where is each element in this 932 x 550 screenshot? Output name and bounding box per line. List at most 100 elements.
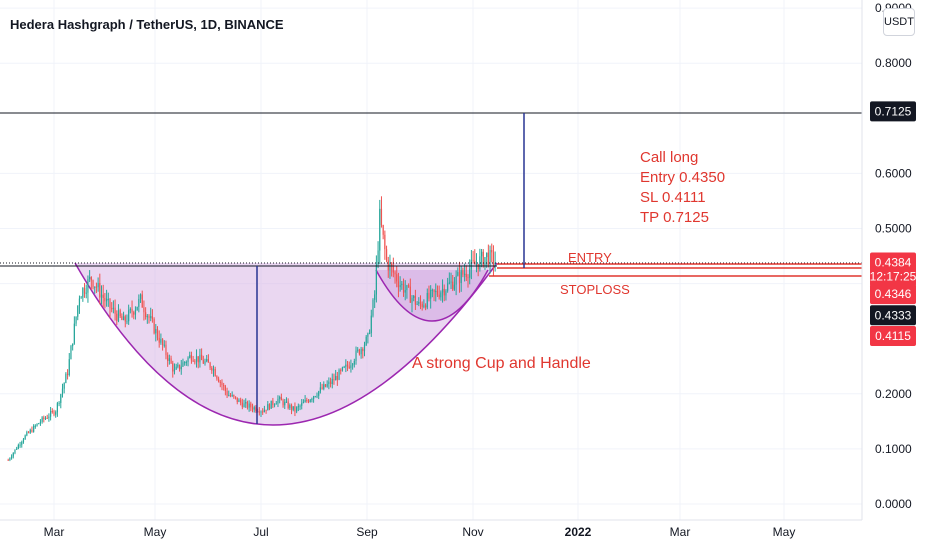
- time-axis[interactable]: Mar May Jul Sep Nov 2022 Mar May: [44, 525, 796, 539]
- candle-body: [489, 250, 491, 265]
- candle-body: [355, 350, 357, 361]
- candle-body: [480, 251, 483, 257]
- candle-body: [168, 358, 170, 361]
- candle-body: [219, 381, 221, 383]
- candle-body: [292, 406, 294, 410]
- candle-body: [80, 297, 82, 299]
- candle-body: [314, 396, 316, 398]
- candle-body: [323, 384, 325, 389]
- candle-body: [201, 354, 203, 361]
- candle-body: [180, 366, 182, 370]
- candle-body: [311, 399, 313, 401]
- candle-body: [122, 316, 125, 320]
- candle-body: [182, 362, 184, 367]
- candle-body: [318, 391, 320, 396]
- y-tick-label: 0.8000: [875, 56, 912, 70]
- candle-body: [338, 370, 340, 380]
- candle-body: [301, 403, 303, 406]
- candle-body: [94, 286, 96, 288]
- candle-body: [105, 298, 108, 302]
- candle-body: [447, 283, 449, 291]
- candle-body: [251, 407, 254, 410]
- candle-body: [384, 234, 386, 250]
- candle-body: [184, 362, 186, 364]
- candle-body: [55, 412, 57, 415]
- candle-body: [246, 402, 249, 408]
- candle-body: [472, 259, 474, 261]
- candle-body: [380, 208, 383, 226]
- candle-body: [236, 397, 238, 402]
- candle-body: [453, 284, 456, 290]
- candle-body: [458, 272, 461, 284]
- candle-body: [307, 400, 310, 402]
- candle-body: [426, 292, 428, 308]
- candle-body: [408, 285, 410, 287]
- candle-body: [267, 404, 269, 411]
- candle-body: [89, 277, 91, 280]
- candle-body: [275, 403, 277, 405]
- candle-body: [469, 268, 471, 278]
- candle-body: [262, 411, 264, 413]
- candle-body: [477, 264, 479, 270]
- price-tag-label: 0.4115: [875, 329, 911, 343]
- candle-body: [491, 250, 493, 253]
- candle-body: [464, 273, 466, 275]
- candle-body: [141, 294, 143, 308]
- candle-body: [117, 310, 120, 321]
- candle-body: [61, 388, 64, 395]
- candle-body: [10, 456, 13, 459]
- candle-body: [406, 285, 408, 291]
- candle-body: [465, 273, 467, 278]
- candle-body: [479, 256, 481, 270]
- candle-body: [336, 376, 338, 380]
- candle-body: [211, 367, 213, 371]
- chart-title: Hedera Hashgraph / TetherUS, 1D, BINANCE: [10, 17, 284, 32]
- candle-body: [95, 286, 98, 288]
- candle-body: [402, 283, 405, 293]
- candle-body: [387, 260, 389, 271]
- candle-body: [228, 395, 230, 397]
- candle-body: [128, 310, 130, 322]
- candle-body: [260, 411, 262, 413]
- candle-body: [100, 294, 103, 298]
- candle-body: [362, 348, 364, 352]
- candle-body: [392, 266, 394, 273]
- candle-body: [340, 370, 342, 372]
- candle-body: [9, 458, 11, 460]
- candle-body: [304, 400, 306, 403]
- candle-body: [231, 395, 233, 397]
- candle-body: [289, 405, 291, 409]
- candle-body: [133, 312, 135, 315]
- candle-body: [17, 444, 19, 449]
- candle-body: [404, 290, 406, 293]
- currency-button[interactable]: USDT: [883, 8, 915, 36]
- price-tag-bg: [870, 266, 916, 287]
- candle-body: [223, 384, 225, 387]
- candle-body: [433, 289, 435, 293]
- candle-body: [131, 308, 133, 313]
- y-tick-label: 0.6000: [875, 166, 912, 180]
- candle-body: [399, 285, 401, 288]
- candle-body: [202, 360, 204, 364]
- candle-body: [233, 395, 235, 397]
- x-tick-label: Nov: [462, 525, 483, 539]
- candle-body: [460, 270, 462, 284]
- candle-body: [258, 411, 260, 413]
- candle-body: [167, 355, 169, 361]
- candle-body: [370, 315, 372, 334]
- candle-body: [50, 411, 52, 417]
- candle-body: [428, 292, 430, 299]
- candle-body: [46, 417, 48, 419]
- candle-body: [207, 359, 210, 363]
- candle-body: [312, 396, 315, 400]
- candle-body: [151, 316, 154, 320]
- candle-body: [377, 250, 379, 265]
- candle-body: [27, 432, 30, 434]
- candle-body: [129, 308, 131, 311]
- candle-body: [352, 364, 354, 366]
- candle-body: [273, 404, 276, 406]
- candle-body: [411, 298, 413, 303]
- candle-body: [319, 387, 321, 392]
